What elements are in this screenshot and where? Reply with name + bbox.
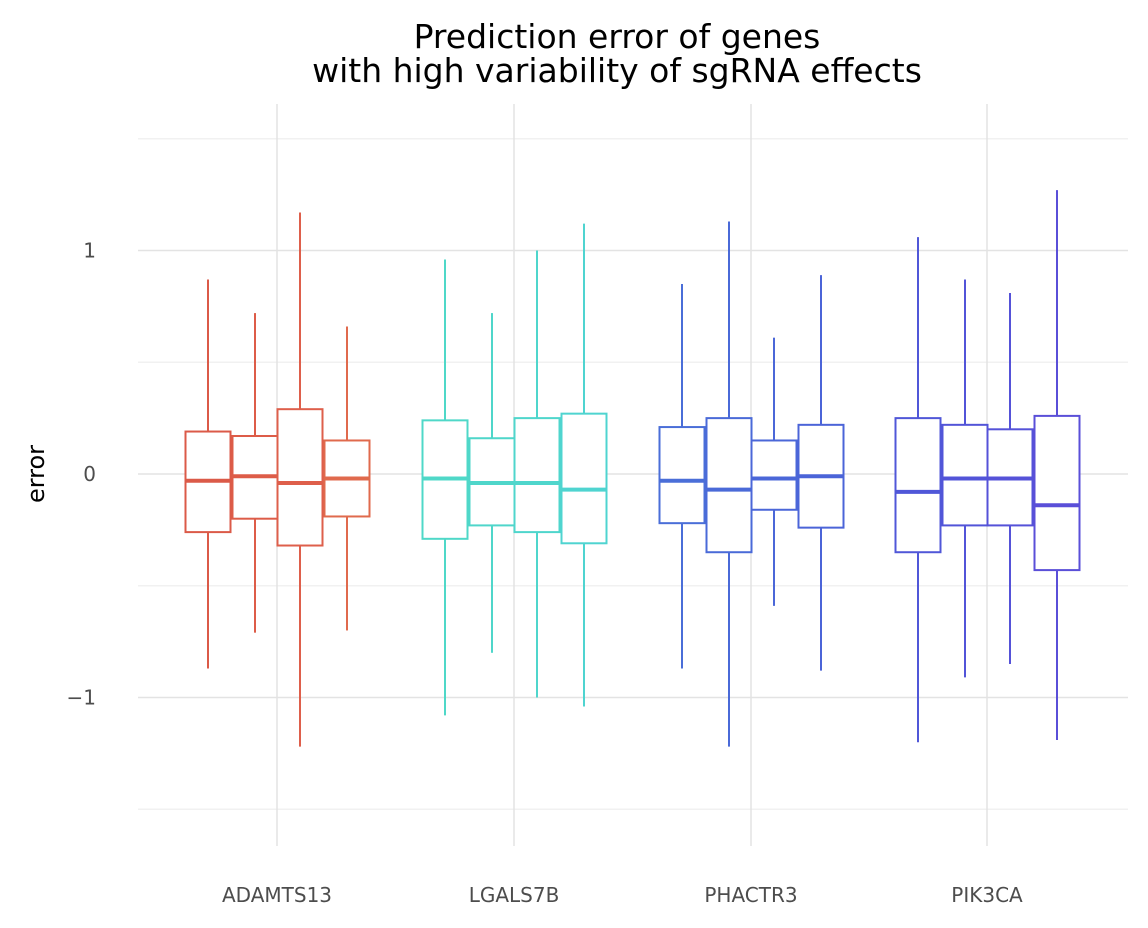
box-iqr [1033,414,1081,572]
box-iqr [560,412,608,545]
y-tick-label: −1 [67,686,96,710]
boxplot [750,337,798,606]
boxplot [421,259,469,716]
box-iqr [705,417,753,554]
boxplot [658,284,706,669]
boxplot [231,313,279,633]
boxplot [1033,190,1081,740]
boxplot [797,275,845,671]
box-iqr [658,426,706,525]
box-iqr [941,423,989,527]
x-tick-label: ADAMTS13 [222,883,332,907]
y-axis-title: error [22,445,50,503]
label-layer: −1 0 1 ADAMTS13 LGALS7B PHACTR3 PIK3CA [67,239,1024,908]
boxplot [941,279,989,678]
boxplot [323,326,371,631]
chart-title-line-1: Prediction error of genes [414,17,821,56]
chart-title-line-2: with high variability of sgRNA effects [312,51,922,90]
boxplot [705,221,753,747]
x-tick-label: PIK3CA [951,883,1023,907]
box-iqr [750,439,798,511]
box-iqr [276,408,324,547]
boxplot [513,250,561,698]
boxplot [184,279,232,669]
box-iqr [894,417,942,554]
boxplot [986,292,1034,664]
box-layer [184,190,1081,747]
x-tick-label: LGALS7B [469,883,560,907]
boxplot [560,223,608,707]
boxplot [894,237,942,743]
x-tick-label: PHACTR3 [704,883,797,907]
boxplot [276,212,324,747]
y-tick-label: 0 [83,462,96,486]
box-iqr [513,417,561,534]
y-tick-label: 1 [83,239,96,263]
